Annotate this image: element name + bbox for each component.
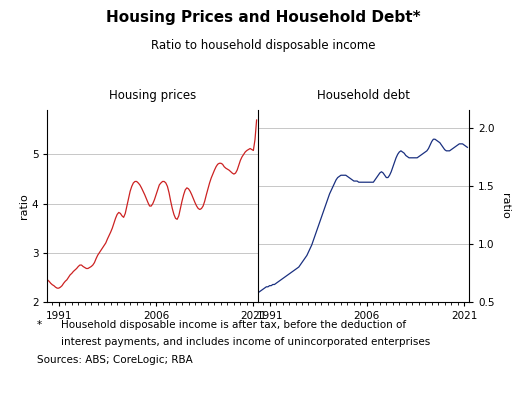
- Text: Household debt: Household debt: [317, 89, 410, 102]
- Text: Housing prices: Housing prices: [109, 89, 197, 102]
- Text: Ratio to household disposable income: Ratio to household disposable income: [151, 39, 376, 52]
- Text: Sources: ABS; CoreLogic; RBA: Sources: ABS; CoreLogic; RBA: [37, 355, 193, 365]
- Text: Housing Prices and Household Debt*: Housing Prices and Household Debt*: [106, 10, 421, 25]
- Y-axis label: ratio: ratio: [500, 193, 510, 219]
- Text: Household disposable income is after tax, before the deduction of: Household disposable income is after tax…: [61, 320, 406, 330]
- Text: interest payments, and includes income of unincorporated enterprises: interest payments, and includes income o…: [61, 337, 430, 347]
- Y-axis label: ratio: ratio: [19, 193, 29, 219]
- Text: *: *: [37, 320, 42, 330]
